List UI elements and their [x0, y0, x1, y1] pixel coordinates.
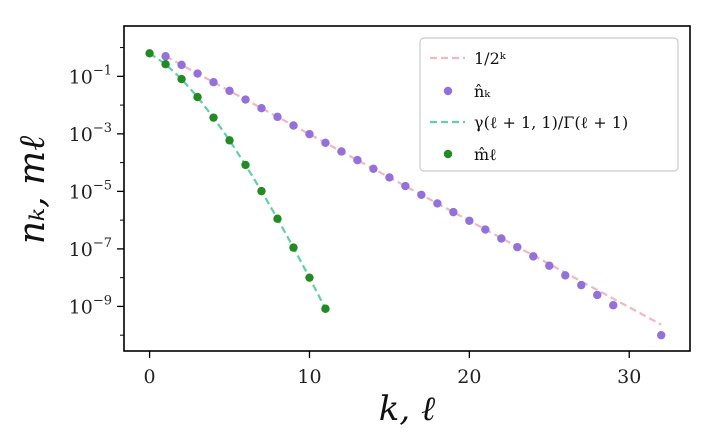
x-tick-label: 20 — [457, 366, 481, 388]
data-point — [481, 225, 490, 234]
y-axis-label: nₖ, mℓ — [12, 136, 53, 244]
plot-area — [123, 25, 691, 352]
data-point — [513, 242, 522, 252]
data-point — [241, 160, 250, 170]
y-tick-label: 10−1 — [69, 63, 112, 88]
data-point — [545, 261, 554, 270]
data-point — [529, 252, 538, 261]
x-tick-label: 10 — [297, 366, 321, 388]
data-point — [273, 214, 282, 223]
legend-label: γ(ℓ + 1, 1)/Γ(ℓ + 1) — [474, 113, 628, 132]
data-point — [401, 181, 410, 191]
data-point — [449, 207, 458, 217]
data-point — [193, 92, 202, 102]
legend-frame — [419, 37, 679, 172]
y-axis-ticks: 10−1 10−3 10−5 10−7 10−9 — [69, 47, 124, 336]
data-point — [497, 234, 506, 243]
data-point — [305, 273, 314, 282]
y-tick-label: 10−5 — [69, 178, 112, 203]
x-axis-label: k, ℓ — [379, 389, 435, 429]
data-point — [145, 49, 154, 58]
data-point — [465, 216, 474, 225]
data-point — [209, 78, 218, 87]
y-tick-label: 10−9 — [69, 293, 112, 318]
data-point — [289, 243, 298, 252]
data-point — [385, 173, 394, 182]
data-point — [369, 164, 378, 173]
data-point — [657, 330, 666, 340]
data-point — [177, 74, 186, 84]
data-point — [273, 112, 282, 122]
x-tick-label: 0 — [144, 366, 156, 388]
y-tick-label: 10−7 — [69, 236, 112, 261]
legend: 1/2ᵏ n̂ₖ γ(ℓ + 1, 1)/Γ(ℓ + 1) m̂ℓ — [419, 37, 679, 172]
x-tick-label: 30 — [617, 366, 641, 388]
legend-label: 1/2ᵏ — [474, 49, 507, 68]
legend-label: m̂ℓ — [474, 145, 497, 164]
data-point — [161, 52, 170, 61]
legend-swatch-marker — [443, 86, 453, 96]
data-point — [337, 147, 346, 156]
data-point — [257, 103, 266, 113]
legend-label: n̂ₖ — [474, 82, 491, 101]
data-point — [225, 136, 234, 145]
data-point — [561, 271, 570, 280]
data-point — [577, 280, 586, 290]
series-layer — [145, 49, 666, 340]
data-point — [433, 199, 442, 208]
data-point — [193, 69, 202, 78]
legend-swatch-marker — [443, 149, 453, 159]
data-point — [321, 304, 330, 313]
data-point — [593, 290, 602, 300]
y-tick-label: 10−3 — [69, 121, 112, 146]
data-point — [225, 86, 234, 96]
data-point — [161, 60, 170, 69]
data-point — [321, 138, 330, 148]
data-point — [289, 121, 298, 130]
data-point — [353, 155, 362, 165]
data-point — [177, 60, 186, 70]
data-point — [305, 129, 314, 139]
data-point — [257, 186, 266, 196]
series-line — [148, 52, 327, 310]
data-point — [209, 113, 218, 122]
data-point — [609, 301, 618, 310]
data-point — [241, 95, 250, 104]
data-point — [417, 190, 426, 200]
x-axis-ticks: 0 10 20 30 — [144, 351, 641, 388]
